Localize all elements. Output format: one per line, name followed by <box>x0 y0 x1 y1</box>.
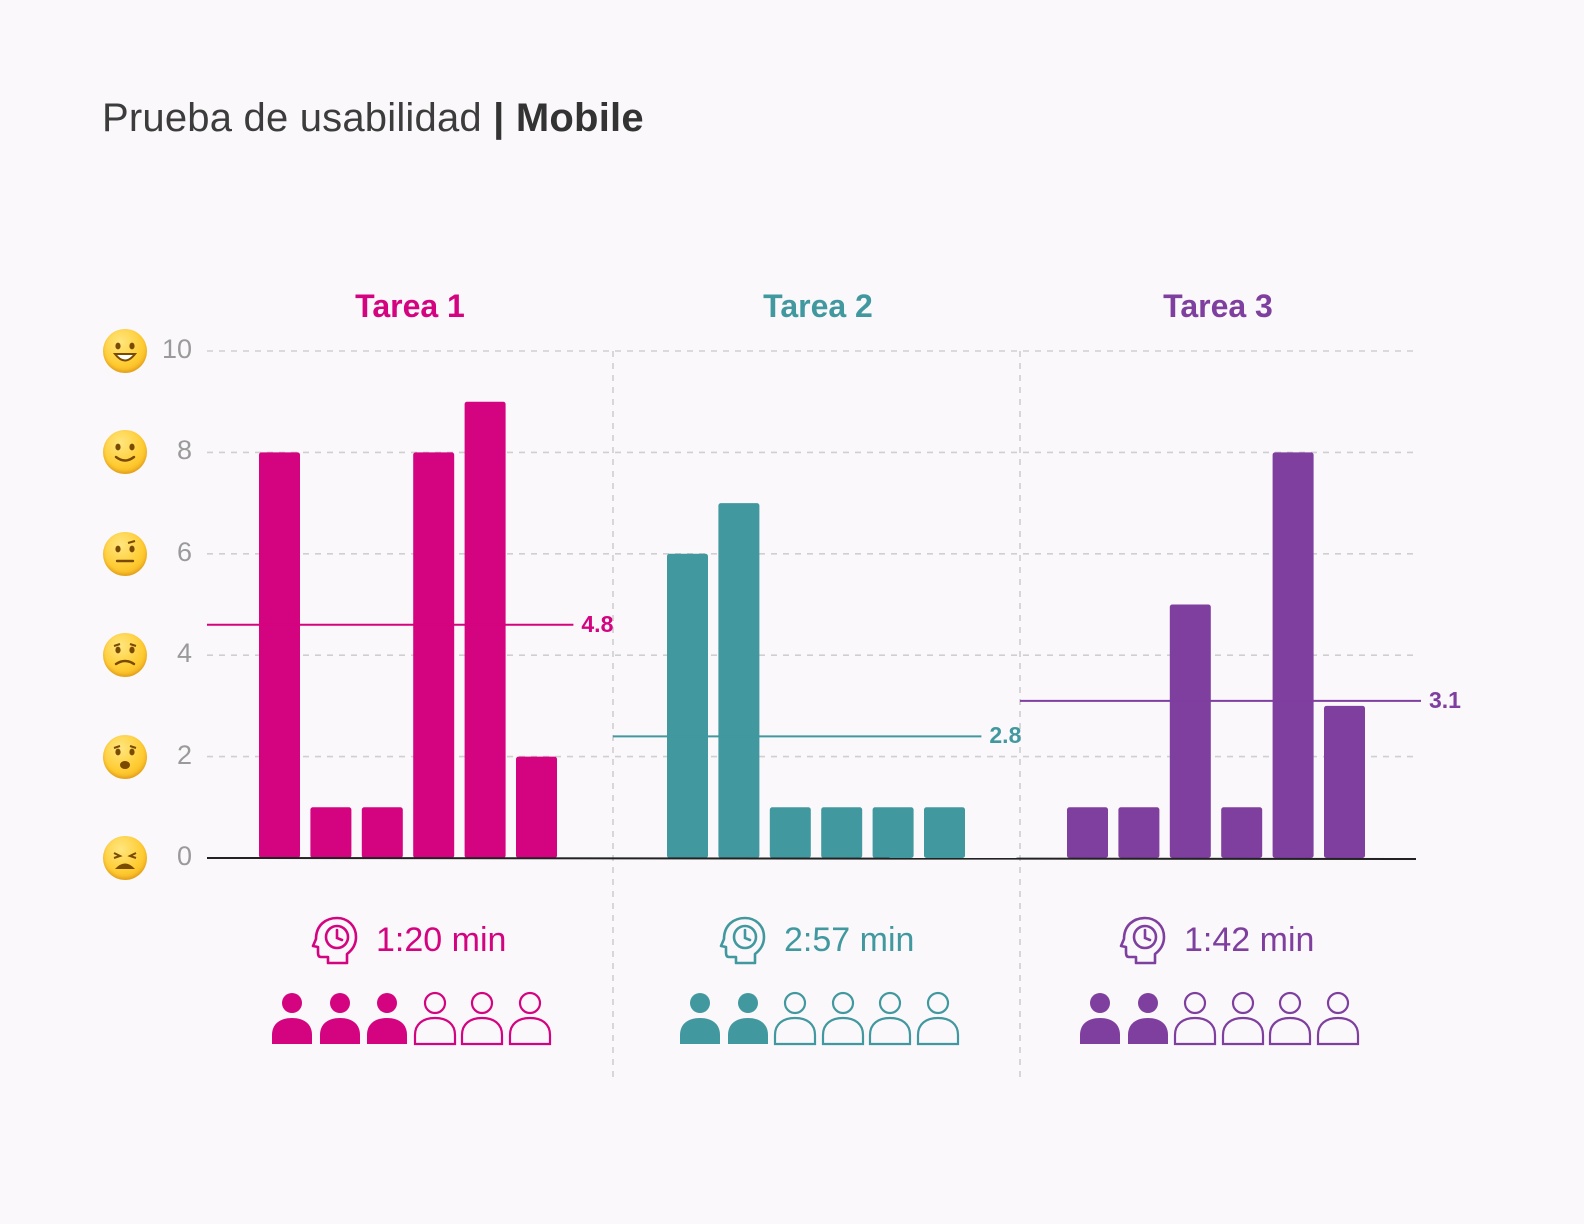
title-bold: Mobile <box>515 96 644 140</box>
bar <box>821 807 863 858</box>
bar <box>361 807 403 858</box>
person-filled-icon <box>1078 990 1122 1046</box>
bar <box>413 452 455 858</box>
person-outline-icon <box>508 990 552 1046</box>
task-title: Tarea 1 <box>355 288 465 324</box>
page-title: Prueba de usabilidad | Mobile <box>102 96 644 141</box>
bar <box>1118 807 1160 858</box>
face-with-raised-eyebrow-icon <box>103 531 147 576</box>
worried-face-icon <box>103 633 147 678</box>
bar <box>667 553 708 858</box>
y-tick-label: 4 <box>176 638 192 669</box>
average-label: 4.8 <box>581 610 614 637</box>
grinning-face-icon <box>103 329 147 373</box>
person-outline-icon <box>1268 990 1312 1046</box>
y-tick-label: 0 <box>176 841 192 871</box>
person-filled-icon <box>365 990 409 1046</box>
bar <box>259 452 300 858</box>
task-time-label: 2:57 min <box>784 920 915 959</box>
task-title: Tarea 3 <box>1163 288 1273 324</box>
bar <box>464 401 506 858</box>
person-outline-icon <box>773 990 817 1046</box>
head-clock-icon <box>311 916 358 965</box>
participants-row <box>678 990 963 1048</box>
bar <box>872 807 914 858</box>
title-separator: | <box>493 96 505 140</box>
person-outline-icon <box>460 990 504 1046</box>
frowning-face-icon <box>103 734 147 779</box>
task-time-label: 1:20 min <box>376 920 507 959</box>
bar <box>1221 807 1263 858</box>
y-tick-label: 6 <box>176 536 192 567</box>
person-filled-icon <box>270 990 314 1046</box>
task-time: 1:20 min <box>306 912 506 968</box>
y-tick-label: 10 <box>161 334 192 364</box>
bar <box>1169 604 1211 858</box>
person-filled-icon <box>1126 990 1170 1046</box>
task-time-label: 1:42 min <box>1184 920 1315 959</box>
bar <box>718 503 760 858</box>
bar <box>1272 452 1314 858</box>
bar <box>516 756 557 858</box>
task-time: 2:57 min <box>714 912 914 968</box>
person-filled-icon <box>678 990 722 1046</box>
head-clock-icon <box>1119 916 1166 965</box>
bar <box>310 807 352 858</box>
person-outline-icon <box>916 990 960 1046</box>
bar <box>924 807 965 858</box>
person-outline-icon <box>413 990 457 1046</box>
person-filled-icon <box>318 990 362 1046</box>
task-title: Tarea 2 <box>763 288 873 324</box>
task-time: 1:42 min <box>1114 912 1314 968</box>
bar <box>1324 705 1365 858</box>
person-outline-icon <box>1173 990 1217 1046</box>
person-outline-icon <box>1221 990 1265 1046</box>
person-filled-icon <box>726 990 770 1046</box>
x-axis-baseline <box>206 857 1417 860</box>
participants-row <box>1078 990 1363 1048</box>
slightly-smiling-face-icon <box>103 430 147 475</box>
head-clock-icon <box>719 916 766 965</box>
person-outline-icon <box>1316 990 1360 1046</box>
person-outline-icon <box>868 990 912 1046</box>
average-label: 2.8 <box>989 722 1022 749</box>
bar <box>769 807 811 858</box>
average-label: 3.1 <box>1429 686 1461 713</box>
y-tick-label: 2 <box>176 739 192 770</box>
y-tick-label: 8 <box>176 435 192 466</box>
participants-row <box>270 990 555 1048</box>
bar <box>1067 807 1108 858</box>
title-regular: Prueba de usabilidad <box>102 96 482 140</box>
person-outline-icon <box>821 990 865 1046</box>
weary-face-icon <box>103 836 147 880</box>
